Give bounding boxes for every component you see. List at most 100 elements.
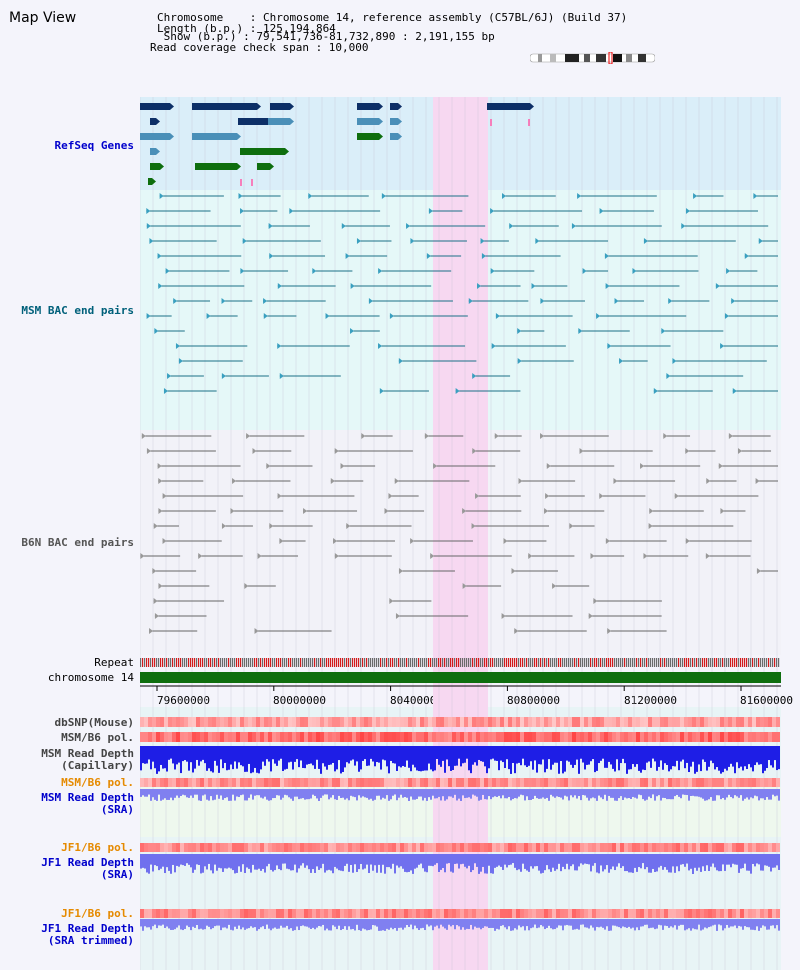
read-depth-bar xyxy=(418,746,420,772)
read-depth-bar xyxy=(706,746,708,771)
read-depth-bar xyxy=(700,746,702,772)
read-depth-bar xyxy=(478,854,480,874)
read-depth-bar xyxy=(382,789,384,798)
repeat-block xyxy=(618,658,620,667)
repeat-block xyxy=(546,658,548,667)
read-depth-bar xyxy=(308,789,310,800)
repeat-block xyxy=(502,658,504,667)
repeat-block xyxy=(416,658,418,667)
read-depth-bar xyxy=(546,854,548,866)
polymorphism-cell xyxy=(348,778,352,787)
read-depth-bar xyxy=(488,854,490,866)
read-depth-bar xyxy=(720,854,722,872)
read-depth-bar xyxy=(752,789,754,799)
read-depth-bar xyxy=(594,919,596,931)
repeat-block xyxy=(370,658,372,667)
read-depth-bar xyxy=(588,919,590,929)
read-depth-bar xyxy=(654,746,656,762)
track-label-dbsnp[interactable]: dbSNP(Mouse) xyxy=(54,716,134,729)
bac-end-icon xyxy=(590,553,595,559)
polymorphism-cell xyxy=(696,843,700,852)
polymorphism-cell xyxy=(600,778,604,787)
repeat-block xyxy=(210,658,212,667)
polymorphism-cell xyxy=(520,778,524,787)
read-depth-bar xyxy=(470,746,472,774)
read-depth-bar xyxy=(642,746,644,770)
polymorphism-cell xyxy=(696,909,700,918)
track-label-msm-b6-pol-2[interactable]: MSM/B6 pol. xyxy=(61,776,134,789)
read-depth-bar xyxy=(378,919,380,931)
read-depth-bar xyxy=(324,919,326,931)
read-depth-bar xyxy=(524,746,526,766)
read-depth-bar xyxy=(380,919,382,931)
read-depth-bar xyxy=(622,919,624,927)
read-depth-bar xyxy=(282,746,284,771)
read-depth-bar xyxy=(248,789,250,798)
repeat-block xyxy=(498,658,500,667)
read-depth-bar xyxy=(520,854,522,872)
read-depth-bar xyxy=(280,919,282,926)
bac-end-icon xyxy=(472,448,477,454)
bac-end-icon xyxy=(681,223,686,229)
track-label-refseq[interactable]: RefSeq Genes xyxy=(54,139,134,152)
read-depth-bar xyxy=(318,746,320,769)
read-depth-bar xyxy=(176,854,178,866)
polymorphism-cell xyxy=(236,717,240,727)
track-label-jf1-depth-trim[interactable]: JF1 Read Depth (SRA trimmed) xyxy=(41,923,134,947)
read-depth-bar xyxy=(360,854,362,864)
read-depth-bar xyxy=(390,919,392,928)
read-depth-bar xyxy=(338,789,340,796)
read-depth-bar xyxy=(218,746,220,773)
read-depth-bar xyxy=(336,746,338,770)
read-depth-bar xyxy=(366,919,368,931)
repeat-block xyxy=(718,658,720,667)
track-label-msm-depth-cap[interactable]: MSM Read Depth (Capillary) xyxy=(41,748,134,772)
chromosome-ideogram[interactable] xyxy=(530,52,655,64)
polymorphism-cell xyxy=(484,778,488,787)
read-depth-bar xyxy=(456,919,458,926)
genome-browser-panel[interactable] xyxy=(140,97,781,970)
track-label-msm-depth-sra[interactable]: MSM Read Depth (SRA) xyxy=(41,792,134,816)
polymorphism-cell xyxy=(596,909,600,918)
track-label-jf1-depth[interactable]: JF1 Read Depth (SRA) xyxy=(41,857,134,881)
read-depth-bar xyxy=(466,919,468,929)
polymorphism-cell xyxy=(500,778,504,787)
track-label-msm-b6-pol-1[interactable]: MSM/B6 pol. xyxy=(61,731,134,744)
repeat-block xyxy=(504,658,506,667)
read-depth-bar xyxy=(776,746,778,771)
read-depth-bar xyxy=(382,919,384,931)
read-depth-bar xyxy=(742,919,744,930)
read-depth-bar xyxy=(660,746,662,761)
polymorphism-cell xyxy=(676,909,680,918)
polymorphism-cell xyxy=(364,909,368,918)
repeat-block xyxy=(646,658,648,667)
read-depth-bar xyxy=(228,789,230,801)
polymorphism-cell xyxy=(632,732,636,742)
read-depth-bar xyxy=(342,919,344,930)
polymorphism-cell xyxy=(520,843,524,852)
read-depth-bar xyxy=(188,854,190,865)
read-depth-bar xyxy=(312,854,314,870)
read-depth-bar xyxy=(164,789,166,799)
read-depth-bar xyxy=(464,746,466,763)
track-label-jf1-b6-pol-1[interactable]: JF1/B6 pol. xyxy=(61,841,134,854)
track-label-b6n-bac[interactable]: B6N BAC end pairs xyxy=(21,536,134,549)
polymorphism-cell xyxy=(420,909,424,918)
polymorphism-cell xyxy=(476,732,480,742)
repeat-block xyxy=(346,658,348,667)
read-depth-bar xyxy=(378,746,380,763)
read-depth-bar xyxy=(582,746,584,763)
polymorphism-cell xyxy=(380,843,384,852)
read-depth-bar xyxy=(210,854,212,871)
polymorphism-cell xyxy=(292,909,296,918)
polymorphism-cell xyxy=(336,909,340,918)
track-label-jf1-b6-pol-2[interactable]: JF1/B6 pol. xyxy=(61,907,134,920)
polymorphism-cell xyxy=(248,717,252,727)
bac-end-icon xyxy=(384,508,389,514)
bac-end-icon xyxy=(509,223,514,229)
polymorphism-cell xyxy=(464,778,468,787)
track-label-msm-bac[interactable]: MSM BAC end pairs xyxy=(21,304,134,317)
read-depth-bar xyxy=(756,919,758,927)
bac-end-icon xyxy=(544,508,549,514)
polymorphism-cell xyxy=(768,732,772,742)
